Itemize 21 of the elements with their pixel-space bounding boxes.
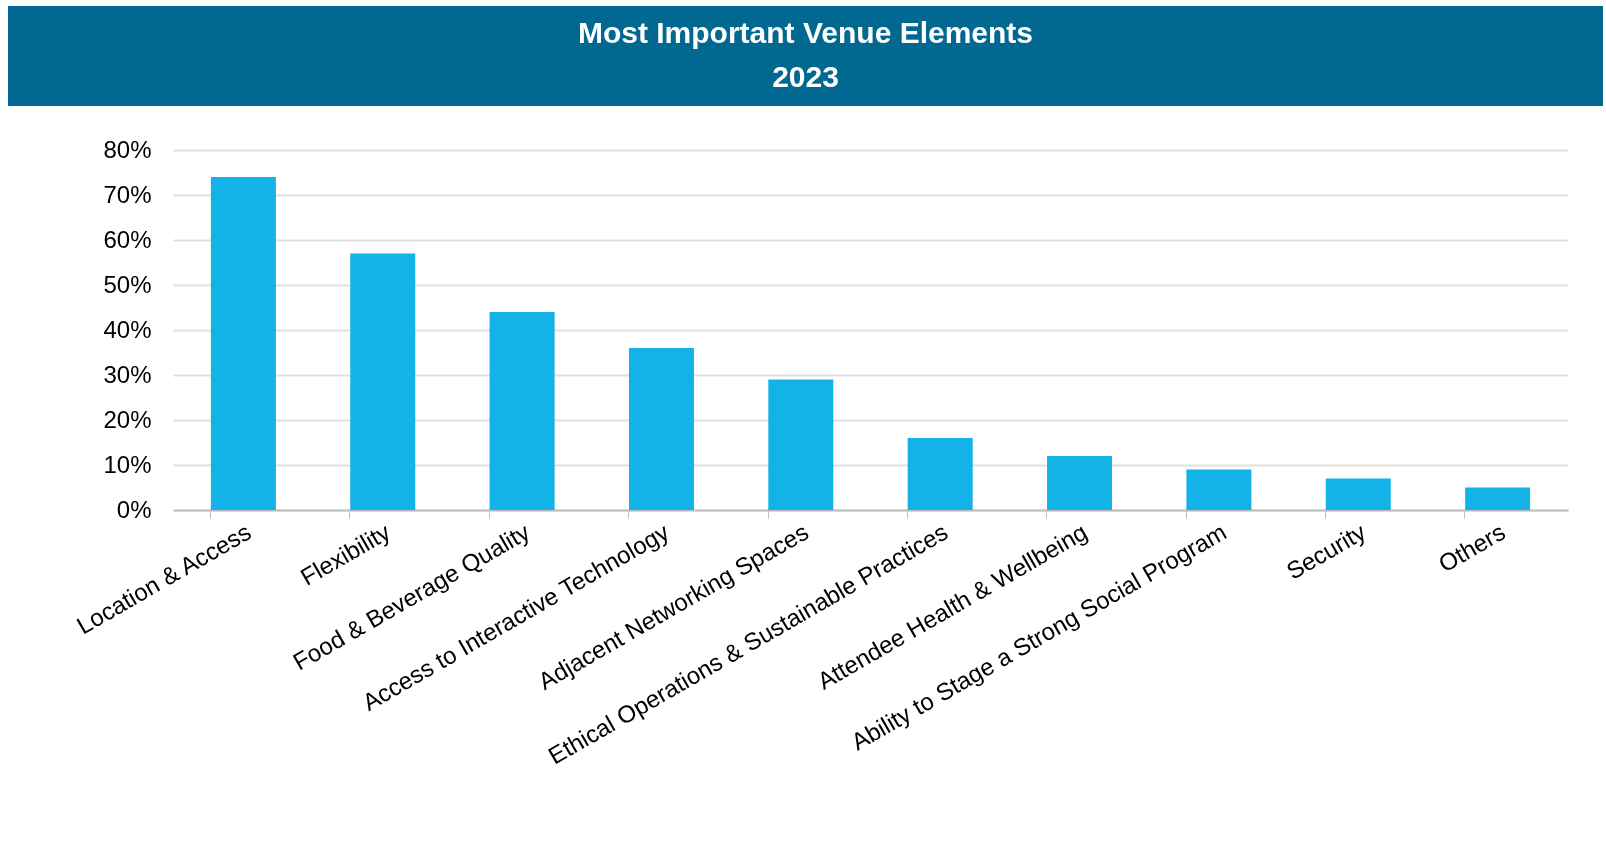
y-tick-label: 40% (103, 315, 152, 343)
bar (1325, 478, 1391, 510)
bar (907, 438, 973, 510)
bar (489, 312, 555, 510)
bar (1186, 469, 1252, 510)
y-tick-label: 0% (116, 495, 152, 523)
y-tick-label: 30% (103, 360, 152, 388)
bar (768, 379, 834, 510)
y-tick-label: 80% (103, 135, 152, 163)
bar (1465, 487, 1531, 510)
bar (350, 253, 416, 510)
bar (210, 177, 276, 510)
chart-title: Most Important Venue Elements (577, 16, 1034, 49)
y-tick-label: 60% (103, 225, 152, 253)
y-tick-label: 70% (103, 180, 152, 208)
y-tick-label: 20% (103, 405, 152, 433)
y-tick-label: 10% (103, 450, 152, 478)
y-tick-label: 50% (103, 270, 152, 298)
chart-subtitle: 2023 (772, 60, 839, 93)
bar (628, 348, 694, 510)
bar (1047, 456, 1113, 510)
